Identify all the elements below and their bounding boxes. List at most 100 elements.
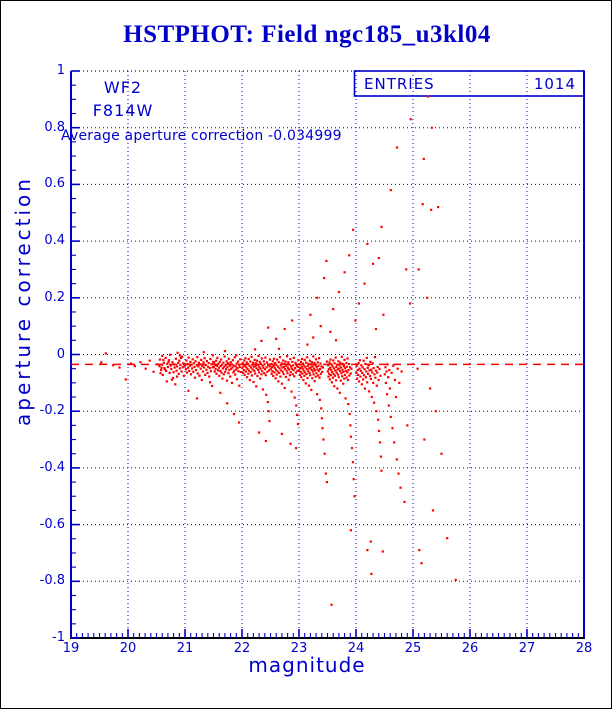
data-point: [264, 439, 267, 443]
data-point: [355, 371, 358, 374]
data-point: [161, 373, 164, 376]
data-point: [171, 376, 175, 380]
data-point: [350, 367, 353, 370]
data-point: [219, 391, 222, 394]
data-point: [341, 375, 344, 378]
data-point: [378, 429, 381, 433]
data-point: [380, 469, 383, 472]
data-point: [267, 364, 270, 367]
data-point: [386, 393, 389, 396]
data-point: [308, 359, 311, 362]
data-point: [421, 203, 424, 206]
data-point: [313, 369, 317, 372]
data-point: [184, 368, 187, 371]
data-point: [202, 361, 205, 364]
data-point: [353, 495, 356, 498]
data-point: [387, 404, 390, 407]
data-point: [336, 368, 339, 371]
data-point: [246, 363, 249, 366]
data-point: [277, 347, 281, 350]
data-point: [301, 367, 304, 370]
data-point: [339, 379, 342, 382]
data-point: [369, 540, 372, 543]
y-tick-label: -1: [52, 630, 65, 645]
data-point: [374, 376, 377, 379]
data-point: [370, 395, 373, 399]
data-point: [320, 417, 323, 420]
data-point: [330, 369, 333, 372]
data-point: [334, 356, 337, 359]
data-point: [162, 361, 165, 364]
data-point: [259, 362, 263, 365]
data-point: [238, 421, 241, 424]
data-point: [319, 367, 322, 371]
data-point: [298, 369, 301, 372]
data-point: [318, 357, 321, 360]
data-point: [215, 372, 218, 375]
data-point: [417, 268, 420, 271]
data-point: [370, 368, 373, 371]
data-point: [279, 364, 282, 367]
data-point: [322, 438, 325, 441]
data-point: [260, 357, 263, 360]
data-point: [331, 365, 334, 368]
data-point: [264, 356, 267, 359]
data-point: [294, 367, 297, 370]
data-point: [287, 378, 290, 381]
data-point: [308, 367, 311, 370]
data-point: [174, 383, 177, 386]
data-point: [246, 367, 249, 371]
data-point: [300, 376, 303, 379]
data-point: [218, 360, 221, 363]
data-point: [334, 379, 338, 382]
data-point: [330, 363, 333, 366]
data-point: [211, 384, 214, 388]
data-point: [306, 376, 309, 380]
y-tick-label: -0.2: [39, 403, 65, 419]
data-point: [215, 364, 219, 367]
data-point: [230, 363, 233, 366]
data-point: [319, 372, 322, 375]
data-point: [316, 393, 319, 396]
data-point: [358, 359, 361, 362]
data-point: [257, 368, 260, 371]
data-point: [329, 366, 332, 369]
data-point: [167, 360, 170, 363]
data-point: [356, 377, 359, 380]
data-point: [236, 367, 239, 370]
data-point: [314, 358, 318, 361]
data-point: [399, 486, 402, 489]
data-point: [144, 367, 147, 370]
data-point: [316, 296, 319, 299]
data-point: [398, 381, 401, 384]
data-point: [224, 370, 227, 373]
y-tick-label: 1: [56, 63, 65, 78]
data-point: [382, 313, 385, 316]
data-point: [217, 362, 220, 365]
data-point: [291, 319, 294, 322]
data-point: [312, 367, 316, 370]
data-point: [300, 357, 304, 361]
data-point: [262, 366, 265, 369]
data-point: [239, 371, 242, 374]
data-point: [187, 356, 190, 359]
data-point: [197, 361, 201, 364]
data-point: [184, 364, 187, 367]
data-point: [329, 358, 332, 361]
data-point: [364, 376, 367, 379]
x-tick-label: 22: [233, 641, 251, 656]
data-point: [349, 529, 352, 532]
data-point: [258, 360, 261, 363]
data-point: [375, 410, 378, 413]
data-point: [374, 327, 378, 331]
data-point: [204, 373, 207, 376]
data-point: [219, 369, 222, 372]
data-point: [226, 402, 229, 405]
data-point: [315, 365, 318, 369]
data-point: [367, 372, 370, 375]
data-point: [286, 366, 289, 369]
data-point: [112, 364, 115, 367]
data-point: [261, 370, 264, 373]
data-point: [371, 371, 374, 374]
data-point: [306, 356, 309, 359]
